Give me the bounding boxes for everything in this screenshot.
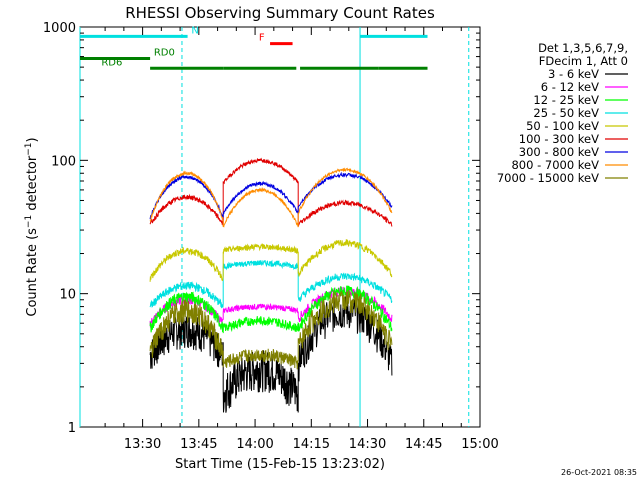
x-tick-label: 14:15: [293, 437, 330, 452]
x-tick-label: 14:30: [349, 437, 386, 452]
flag-label: RD6: [101, 57, 122, 68]
legend-label: 25 - 50 keV: [533, 106, 599, 120]
x-tick-label: 13:30: [124, 437, 161, 452]
flag-bars: N RD0 RD6 F: [80, 25, 428, 70]
y-axis-label-part: Count Rate (s: [25, 228, 40, 317]
legend-label: 7000 - 15000 keV: [497, 171, 599, 185]
series-line: [149, 167, 393, 228]
vertical-markers: [79, 27, 470, 427]
y-axis-label-exp: −1: [24, 215, 34, 228]
series-line: [149, 285, 393, 334]
series-line: [149, 239, 393, 282]
plot-frame: [79, 26, 481, 428]
y-tick-label: 10: [59, 288, 76, 303]
legend-header-line: FDecim 1, Att 0: [539, 54, 628, 68]
legend-label: 6 - 12 keV: [541, 80, 599, 94]
legend-label: 3 - 6 keV: [548, 67, 599, 81]
series-line: [149, 171, 393, 220]
legend-header-line: Det 1,3,5,6,7,9,: [538, 41, 628, 55]
y-tick-label: 100: [51, 154, 76, 169]
series-line: [149, 259, 393, 309]
flag-label: N: [191, 25, 198, 36]
legend-label: 12 - 25 keV: [533, 93, 599, 107]
y-tick-label: 1000: [43, 21, 76, 36]
y-axis-label: Count Rate (s−1 detector−1): [24, 137, 40, 316]
flag-label: RD0: [154, 48, 175, 59]
y-axis-label-part: ): [25, 137, 40, 142]
y-tick-label: 1: [68, 421, 76, 436]
chart-title: RHESSI Observing Summary Count Rates: [125, 4, 435, 22]
x-tick-label: 14:00: [236, 437, 273, 452]
series-line: [149, 157, 393, 227]
y-axis-label-part: detector: [25, 155, 40, 215]
legend-label: 50 - 100 keV: [526, 119, 599, 133]
series-layer: [149, 157, 393, 413]
x-tick-label: 14:45: [405, 437, 442, 452]
legend: Det 1,3,5,6,7,9, FDecim 1, Att 0 3 - 6 k…: [497, 41, 628, 185]
legend-label: 100 - 300 keV: [519, 132, 599, 146]
x-axis: 13:30 13:45 14:00 14:15 14:30 14:45 15:00: [104, 27, 499, 452]
y-axis-label-exp: −1: [24, 142, 34, 155]
series-line: [149, 290, 393, 370]
plot-area: N RD0 RD6 F: [79, 25, 481, 428]
x-tick-label: 13:45: [180, 437, 217, 452]
y-axis: 1 10 100 1000: [43, 21, 480, 436]
footer-timestamp: 26-Oct-2021 08:35: [561, 468, 637, 477]
legend-label: 300 - 800 keV: [519, 145, 599, 159]
x-tick-label: 15:00: [461, 437, 498, 452]
x-axis-label: Start Time (15-Feb-15 13:23:02): [175, 457, 385, 472]
flag-label: F: [259, 33, 265, 44]
legend-label: 800 - 7000 keV: [511, 158, 599, 172]
